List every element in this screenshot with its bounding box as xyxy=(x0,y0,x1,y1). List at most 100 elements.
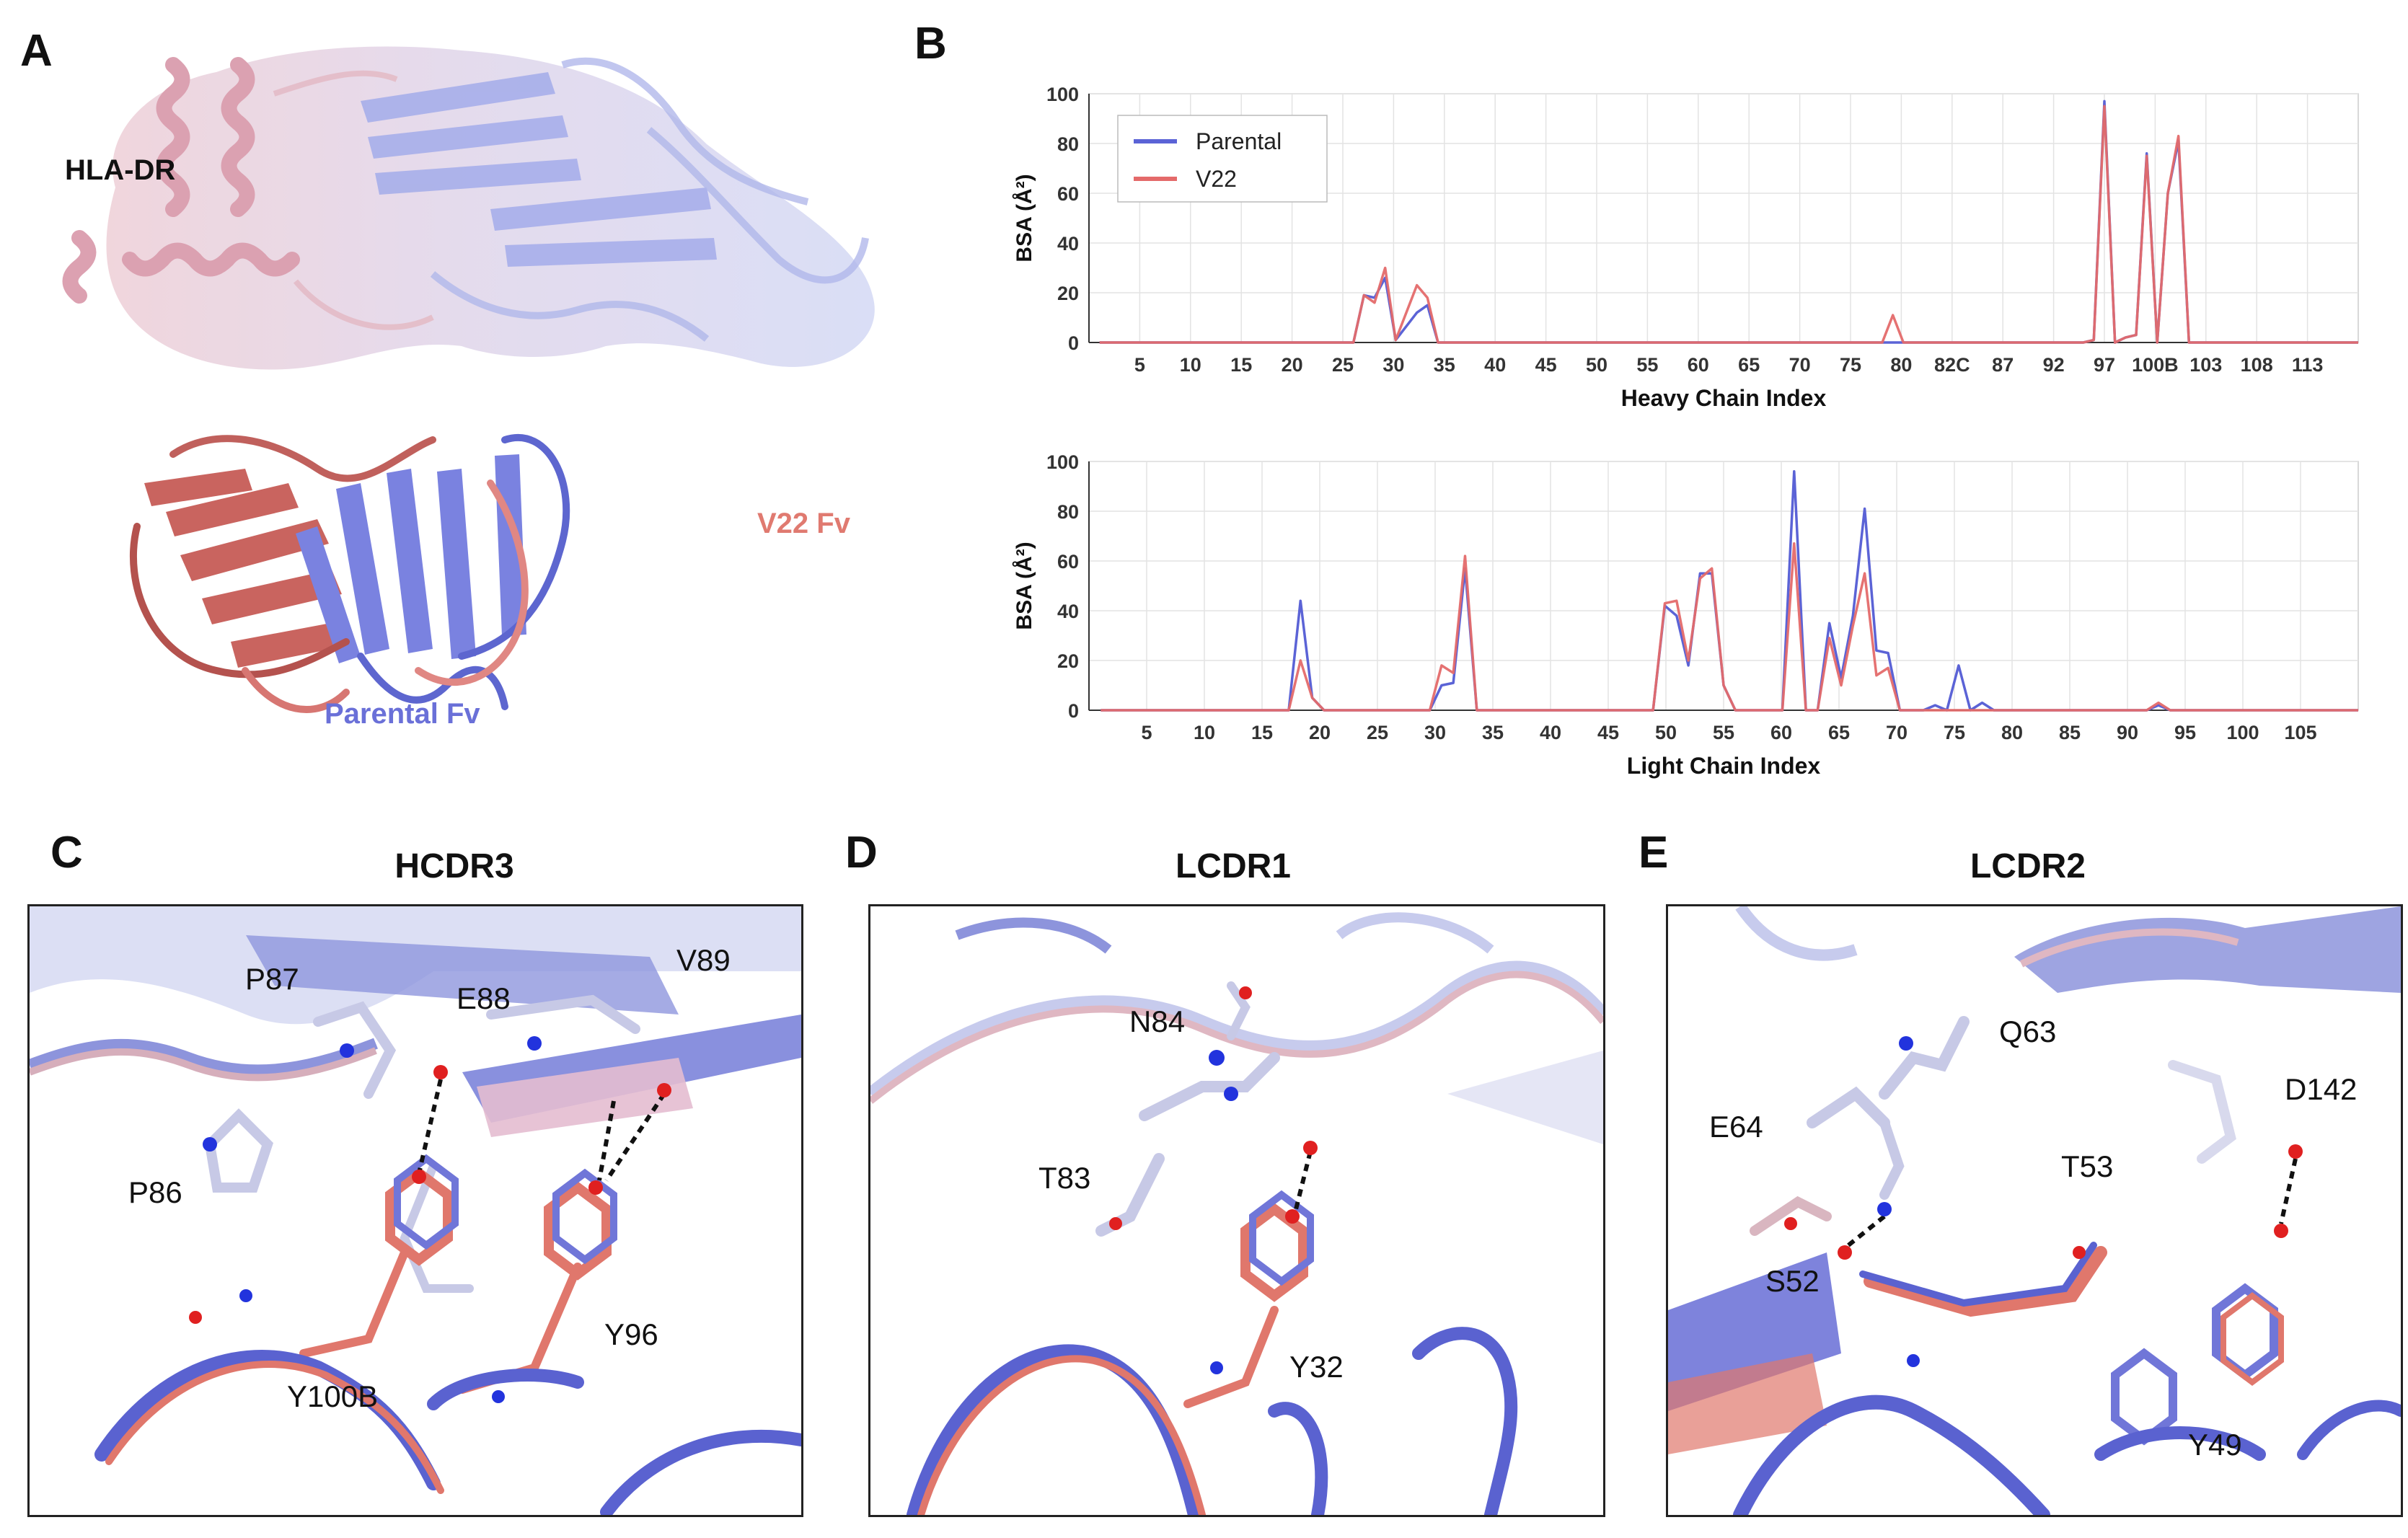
x-tick-label: 80 xyxy=(1890,354,1912,376)
x-tick-label: 30 xyxy=(1424,722,1446,743)
y-axis-label: BSA (Å²) xyxy=(1013,542,1036,629)
panel-label-e: E xyxy=(1639,828,1669,878)
heavy-chain-bsa-chart: 5 10 15 20 25 30 35 40 45 50 55 60 65 70 75 80 82C 87 92 97… xyxy=(1013,84,2359,411)
panel-label-c: C xyxy=(50,828,83,878)
y-tick-label: 40 xyxy=(1057,601,1079,622)
hla-dr-structure xyxy=(62,46,875,370)
residue-label-d142: D142 xyxy=(2285,1072,2358,1106)
x-tick-label: 50 xyxy=(1586,354,1607,376)
residue-label-t53: T53 xyxy=(2061,1149,2114,1183)
lcdr2-title: LCDR2 xyxy=(1970,847,2086,885)
legend-label: V22 xyxy=(1196,166,1237,192)
x-tick-label: 20 xyxy=(1309,722,1331,743)
y-tick-label: 60 xyxy=(1057,551,1079,573)
residue-label-s52: S52 xyxy=(1765,1264,1820,1298)
x-tick-label: 70 xyxy=(1886,722,1908,743)
x-tick-label: 60 xyxy=(1688,354,1709,376)
x-tick-label: 55 xyxy=(1713,722,1734,743)
hcdr3-view xyxy=(27,904,803,1517)
y-tick-label: 0 xyxy=(1068,700,1079,722)
x-tick-label: 82C xyxy=(1934,354,1970,376)
x-tick-label: 45 xyxy=(1597,722,1619,743)
x-tick-label: 65 xyxy=(1828,722,1850,743)
y-tick-label: 80 xyxy=(1057,501,1079,523)
y-tick-label: 60 xyxy=(1057,183,1079,205)
x-tick-label: 90 xyxy=(2117,722,2138,743)
legend-box xyxy=(1117,115,1328,203)
y-tick-label: 100 xyxy=(1046,84,1079,105)
panel-label-a: A xyxy=(20,26,53,76)
hla-dr-label: HLA-DR xyxy=(65,154,176,186)
residue-label-q63: Q63 xyxy=(1999,1015,2057,1048)
legend-label: Parental xyxy=(1196,128,1282,154)
x-tick-label: 20 xyxy=(1282,354,1303,376)
x-tick-label: 15 xyxy=(1251,722,1273,743)
x-tick-label: 85 xyxy=(2059,722,2081,743)
y-axis-label: BSA (Å²) xyxy=(1013,174,1036,262)
residue-label-y96: Y96 xyxy=(604,1317,658,1351)
hcdr3-title: HCDR3 xyxy=(394,847,514,885)
x-tick-label: 55 xyxy=(1636,354,1658,376)
x-axis-label: Heavy Chain Index xyxy=(1621,385,1827,411)
residue-label-t83: T83 xyxy=(1038,1161,1091,1195)
y-tick-label: 20 xyxy=(1057,283,1079,304)
x-tick-label: 75 xyxy=(1944,722,1965,743)
panel-label-b: B xyxy=(914,19,947,68)
series-line-v22 xyxy=(1099,105,2358,344)
light-chain-bsa-chart: 5 10 15 20 25 30 35 40 45 50 55 60 65 70 75 80 85 90 95 100… xyxy=(1013,451,2359,779)
lcdr2-view xyxy=(1666,904,2403,1517)
panel-label-d: D xyxy=(845,828,878,878)
x-tick-label: 108 xyxy=(2241,354,2273,376)
x-tick-label: 75 xyxy=(1840,354,1861,376)
residue-label-v89: V89 xyxy=(676,943,731,977)
parental-fv-label: Parental Fv xyxy=(325,698,480,730)
y-tick-label: 80 xyxy=(1057,133,1079,155)
x-tick-label: 100 xyxy=(2226,722,2259,743)
y-tick-label: 100 xyxy=(1046,451,1079,473)
x-tick-label: 30 xyxy=(1382,354,1404,376)
fv-structure xyxy=(129,433,570,713)
x-tick-label: 5 xyxy=(1134,354,1145,376)
lcdr2-structure-image xyxy=(1668,906,2401,1515)
x-tick-label: 40 xyxy=(1540,722,1561,743)
x-tick-label: 40 xyxy=(1484,354,1506,376)
lcdr1-view xyxy=(868,904,1605,1517)
x-tick-label: 95 xyxy=(2174,722,2196,743)
y-tick-label: 0 xyxy=(1068,332,1079,354)
x-tick-label: 87 xyxy=(1992,354,2014,376)
series-line-parental xyxy=(1101,470,2358,712)
x-tick-label: 10 xyxy=(1180,354,1201,376)
x-tick-label: 103 xyxy=(2189,354,2222,376)
x-tick-label: 50 xyxy=(1655,722,1677,743)
structure-overview-image xyxy=(62,46,875,713)
x-tick-label: 45 xyxy=(1535,354,1557,376)
lcdr1-title: LCDR1 xyxy=(1175,847,1291,885)
x-tick-label: 65 xyxy=(1738,354,1760,376)
v22-fv-label: V22 Fv xyxy=(757,508,850,539)
residue-label-p86: P86 xyxy=(128,1175,182,1209)
residue-label-y32: Y32 xyxy=(1289,1350,1344,1384)
x-tick-label: 97 xyxy=(2094,354,2115,376)
x-tick-label: 70 xyxy=(1789,354,1811,376)
x-tick-label: 105 xyxy=(2284,722,2316,743)
x-tick-label: 25 xyxy=(1367,722,1388,743)
series-line-v22 xyxy=(1101,542,2358,712)
x-tick-label: 10 xyxy=(1194,722,1215,743)
residue-label-e88: E88 xyxy=(457,981,511,1015)
hcdr3-structure-image xyxy=(30,906,801,1515)
x-tick-label: 100B xyxy=(2132,354,2179,376)
x-tick-label: 25 xyxy=(1332,354,1354,376)
x-tick-label: 15 xyxy=(1230,354,1252,376)
y-tick-label: 40 xyxy=(1057,233,1079,255)
residue-label-n84: N84 xyxy=(1129,1004,1186,1038)
residue-label-p87: P87 xyxy=(245,962,299,996)
x-tick-label: 35 xyxy=(1434,354,1455,376)
residue-label-y100b: Y100B xyxy=(287,1379,379,1413)
x-axis-label: Light Chain Index xyxy=(1627,753,1821,779)
x-tick-label: 113 xyxy=(2292,354,2324,376)
x-tick-label: 35 xyxy=(1482,722,1504,743)
x-tick-label: 80 xyxy=(2001,722,2023,743)
x-tick-label: 5 xyxy=(1141,722,1152,743)
lcdr1-structure-image xyxy=(870,912,1603,1515)
y-tick-label: 20 xyxy=(1057,650,1079,672)
